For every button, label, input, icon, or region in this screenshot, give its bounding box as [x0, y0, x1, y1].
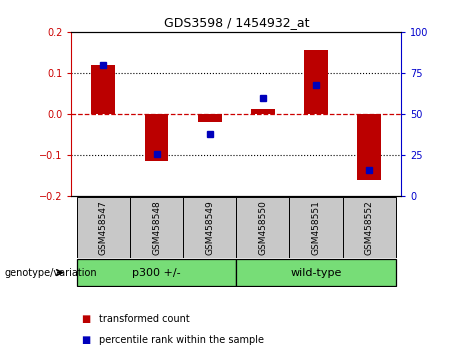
FancyBboxPatch shape	[236, 259, 396, 286]
FancyBboxPatch shape	[290, 197, 343, 258]
Bar	[251, 109, 275, 114]
FancyBboxPatch shape	[77, 259, 236, 286]
Text: ■: ■	[81, 314, 90, 324]
FancyBboxPatch shape	[130, 197, 183, 258]
Bar	[304, 50, 328, 114]
Text: genotype/variation: genotype/variation	[5, 268, 97, 278]
Text: GSM458550: GSM458550	[258, 200, 267, 255]
Text: GSM458549: GSM458549	[205, 200, 214, 255]
FancyBboxPatch shape	[343, 197, 396, 258]
Bar	[357, 114, 381, 180]
Text: GSM458548: GSM458548	[152, 200, 161, 255]
Bar	[198, 114, 222, 121]
Text: wild-type: wild-type	[290, 268, 342, 278]
Text: GSM458552: GSM458552	[365, 200, 374, 255]
Bar	[91, 65, 115, 114]
FancyBboxPatch shape	[183, 197, 236, 258]
Bar	[145, 114, 168, 161]
Text: percentile rank within the sample: percentile rank within the sample	[99, 335, 264, 345]
Text: GSM458547: GSM458547	[99, 200, 108, 255]
Text: transformed count: transformed count	[99, 314, 190, 324]
FancyBboxPatch shape	[236, 197, 290, 258]
Text: p300 +/-: p300 +/-	[132, 268, 181, 278]
Title: GDS3598 / 1454932_at: GDS3598 / 1454932_at	[164, 16, 309, 29]
Text: ■: ■	[81, 335, 90, 345]
FancyBboxPatch shape	[77, 197, 130, 258]
Text: GSM458551: GSM458551	[312, 200, 320, 255]
